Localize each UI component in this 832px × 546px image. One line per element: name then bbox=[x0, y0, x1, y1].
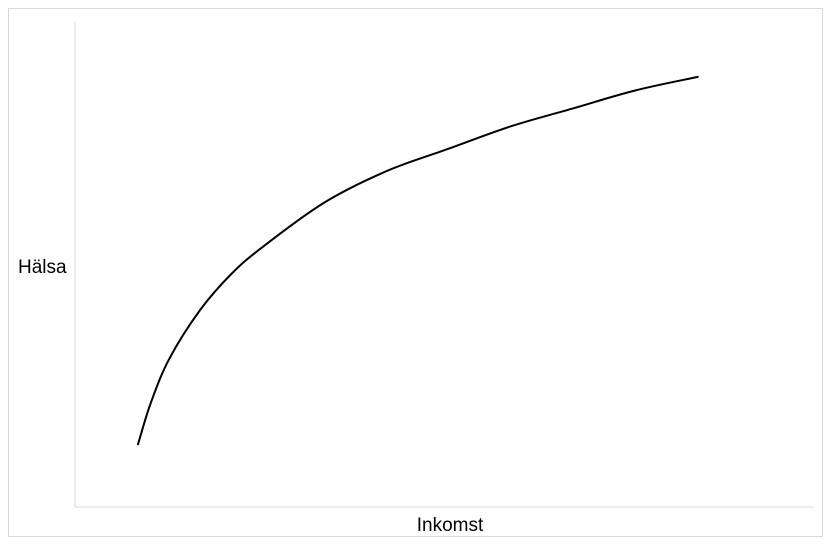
y-axis-label: Hälsa bbox=[18, 257, 67, 278]
chart-frame bbox=[8, 8, 823, 537]
x-axis-label: Inkomst bbox=[417, 515, 484, 536]
series-line bbox=[137, 75, 699, 446]
